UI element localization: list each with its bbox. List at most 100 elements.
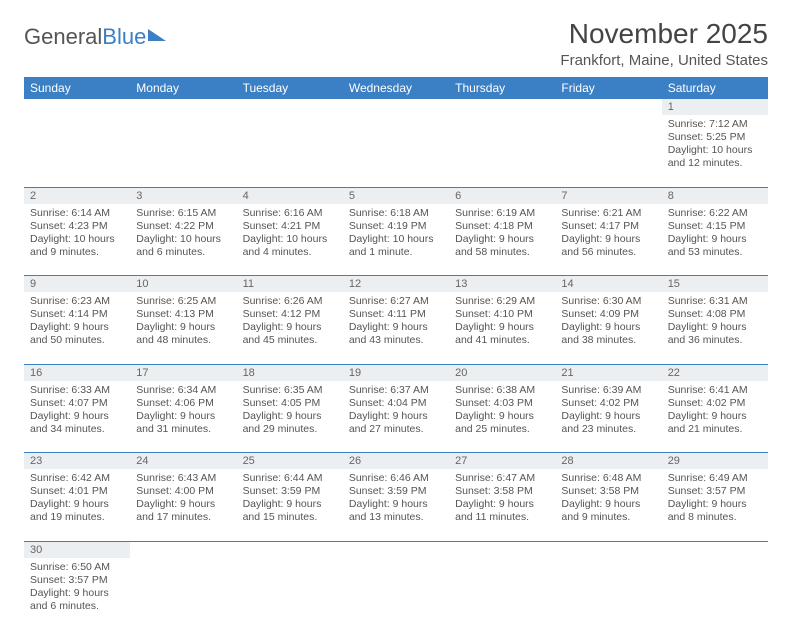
sunset-text: Sunset: 4:07 PM [30,397,124,410]
day-number-cell: 29 [662,453,768,470]
daylight-text: Daylight: 9 hours and 36 minutes. [668,321,762,347]
sunrise-text: Sunrise: 7:12 AM [668,118,762,131]
day-number-cell: 13 [449,276,555,293]
daylight-text: Daylight: 9 hours and 41 minutes. [455,321,549,347]
weekday-header-row: Sunday Monday Tuesday Wednesday Thursday… [24,77,768,99]
daylight-text: Daylight: 9 hours and 48 minutes. [136,321,230,347]
day-number-cell: 12 [343,276,449,293]
day-number-cell: 21 [555,364,661,381]
day-number-cell: 6 [449,187,555,204]
sunset-text: Sunset: 4:13 PM [136,308,230,321]
daylight-text: Daylight: 9 hours and 8 minutes. [668,498,762,524]
weekday-header: Thursday [449,77,555,99]
day-number-cell [343,99,449,115]
day-number-cell: 14 [555,276,661,293]
day-number-cell [237,99,343,115]
sunset-text: Sunset: 3:59 PM [243,485,337,498]
day-number-cell: 23 [24,453,130,470]
daylight-text: Daylight: 9 hours and 56 minutes. [561,233,655,259]
daylight-text: Daylight: 9 hours and 6 minutes. [30,587,124,613]
sunset-text: Sunset: 4:11 PM [349,308,443,321]
sunrise-text: Sunrise: 6:26 AM [243,295,337,308]
daylight-text: Daylight: 9 hours and 27 minutes. [349,410,443,436]
day-number-cell [662,541,768,558]
location-text: Frankfort, Maine, United States [560,52,768,69]
calendar-table: Sunday Monday Tuesday Wednesday Thursday… [24,77,768,630]
day-cell: Sunrise: 6:41 AMSunset: 4:02 PMDaylight:… [662,381,768,453]
daynum-row: 16171819202122 [24,364,768,381]
day-info-row: Sunrise: 6:50 AMSunset: 3:57 PMDaylight:… [24,558,768,630]
daylight-text: Daylight: 9 hours and 50 minutes. [30,321,124,347]
daylight-text: Daylight: 9 hours and 53 minutes. [668,233,762,259]
sunrise-text: Sunrise: 6:41 AM [668,384,762,397]
day-number-cell: 11 [237,276,343,293]
day-info-row: Sunrise: 7:12 AMSunset: 5:25 PMDaylight:… [24,115,768,187]
sunrise-text: Sunrise: 6:43 AM [136,472,230,485]
daylight-text: Daylight: 9 hours and 11 minutes. [455,498,549,524]
sunrise-text: Sunrise: 6:39 AM [561,384,655,397]
day-number-cell: 20 [449,364,555,381]
day-info-row: Sunrise: 6:42 AMSunset: 4:01 PMDaylight:… [24,469,768,541]
sunset-text: Sunset: 3:59 PM [349,485,443,498]
sunrise-text: Sunrise: 6:31 AM [668,295,762,308]
sunrise-text: Sunrise: 6:29 AM [455,295,549,308]
day-number-cell: 5 [343,187,449,204]
sunset-text: Sunset: 5:25 PM [668,131,762,144]
day-cell: Sunrise: 6:47 AMSunset: 3:58 PMDaylight:… [449,469,555,541]
day-number-cell: 7 [555,187,661,204]
sunset-text: Sunset: 4:15 PM [668,220,762,233]
day-cell: Sunrise: 6:27 AMSunset: 4:11 PMDaylight:… [343,292,449,364]
daylight-text: Daylight: 9 hours and 31 minutes. [136,410,230,436]
sunrise-text: Sunrise: 6:33 AM [30,384,124,397]
day-number-cell: 4 [237,187,343,204]
day-number-cell: 15 [662,276,768,293]
weekday-header: Sunday [24,77,130,99]
day-cell: Sunrise: 6:50 AMSunset: 3:57 PMDaylight:… [24,558,130,630]
day-cell: Sunrise: 6:49 AMSunset: 3:57 PMDaylight:… [662,469,768,541]
daylight-text: Daylight: 9 hours and 34 minutes. [30,410,124,436]
weekday-header: Tuesday [237,77,343,99]
sunrise-text: Sunrise: 6:42 AM [30,472,124,485]
sunset-text: Sunset: 3:57 PM [668,485,762,498]
day-number-cell [555,99,661,115]
day-cell: Sunrise: 6:34 AMSunset: 4:06 PMDaylight:… [130,381,236,453]
sunrise-text: Sunrise: 6:34 AM [136,384,230,397]
daynum-row: 1 [24,99,768,115]
day-cell: Sunrise: 6:15 AMSunset: 4:22 PMDaylight:… [130,204,236,276]
day-number-cell [237,541,343,558]
day-cell [449,115,555,187]
day-number-cell [130,99,236,115]
day-cell: Sunrise: 6:48 AMSunset: 3:58 PMDaylight:… [555,469,661,541]
day-cell [555,115,661,187]
day-cell: Sunrise: 6:33 AMSunset: 4:07 PMDaylight:… [24,381,130,453]
sunrise-text: Sunrise: 6:18 AM [349,207,443,220]
day-cell [130,558,236,630]
sunset-text: Sunset: 4:05 PM [243,397,337,410]
sunrise-text: Sunrise: 6:23 AM [30,295,124,308]
sunrise-text: Sunrise: 6:16 AM [243,207,337,220]
day-number-cell [449,541,555,558]
day-cell [130,115,236,187]
daylight-text: Daylight: 10 hours and 4 minutes. [243,233,337,259]
header: GeneralBlue November 2025 Frankfort, Mai… [24,18,768,69]
sunrise-text: Sunrise: 6:50 AM [30,561,124,574]
day-cell: Sunrise: 6:42 AMSunset: 4:01 PMDaylight:… [24,469,130,541]
day-number-cell: 28 [555,453,661,470]
day-cell [24,115,130,187]
sunrise-text: Sunrise: 6:48 AM [561,472,655,485]
day-cell: Sunrise: 7:12 AMSunset: 5:25 PMDaylight:… [662,115,768,187]
sunset-text: Sunset: 4:02 PM [668,397,762,410]
weekday-header: Wednesday [343,77,449,99]
sunrise-text: Sunrise: 6:35 AM [243,384,337,397]
daynum-row: 9101112131415 [24,276,768,293]
sunset-text: Sunset: 4:03 PM [455,397,549,410]
sunset-text: Sunset: 4:14 PM [30,308,124,321]
day-number-cell: 17 [130,364,236,381]
daylight-text: Daylight: 9 hours and 17 minutes. [136,498,230,524]
sunset-text: Sunset: 3:58 PM [561,485,655,498]
sunrise-text: Sunrise: 6:38 AM [455,384,549,397]
daylight-text: Daylight: 9 hours and 23 minutes. [561,410,655,436]
sunset-text: Sunset: 4:06 PM [136,397,230,410]
day-cell: Sunrise: 6:37 AMSunset: 4:04 PMDaylight:… [343,381,449,453]
flag-icon [148,29,166,41]
